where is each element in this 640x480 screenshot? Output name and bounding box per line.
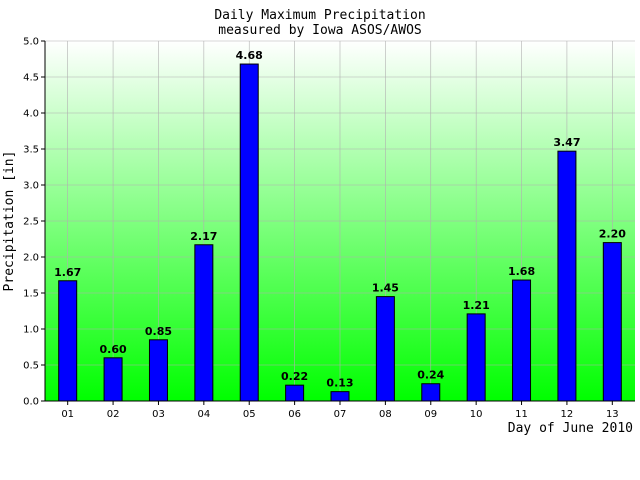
y-axis-ticks: 0.0 0.5 1.0 1.5 2.0 2.5 3.0 3.5 4.0 4.5 5.0	[23, 37, 45, 408]
grid-lines	[45, 40, 635, 402]
y-tick-label: 3.0	[23, 181, 39, 192]
chart-subtitle: measured by Iowa ASOS/AWOS	[218, 23, 422, 38]
x-tick-label: 08	[379, 409, 392, 420]
y-tick-label: 0.0	[23, 397, 39, 408]
bar-04	[194, 244, 214, 402]
data-label-10: 1.21	[463, 299, 490, 312]
bar-06	[285, 384, 305, 402]
bar-11	[512, 279, 532, 402]
bar-09	[421, 383, 441, 402]
x-tick-label: 07	[334, 409, 347, 420]
bar-12	[557, 150, 577, 402]
x-tick-label: 12	[561, 409, 574, 420]
y-tick-label: 5.0	[23, 37, 39, 48]
data-label-05: 4.68	[236, 49, 263, 62]
x-tick-label: 10	[470, 409, 483, 420]
x-tick-label: 01	[61, 409, 74, 420]
x-tick-label: 03	[152, 409, 165, 420]
x-tick-label: 05	[243, 409, 256, 420]
bar-13	[602, 242, 622, 402]
bar-01	[58, 280, 78, 402]
data-labels: 1.67 0.60 0.85 2.17 4.68 0.22 0.13 1.45 0.24 1.21…	[54, 49, 626, 390]
y-axis-title: Precipitation [in]	[2, 151, 17, 292]
data-label-12: 3.47	[553, 136, 580, 149]
bar-07	[330, 391, 350, 402]
y-tick-label: 2.5	[23, 217, 39, 228]
x-axis-title: Day of June 2010	[508, 421, 633, 436]
data-label-07: 0.13	[326, 377, 353, 390]
bar-08	[375, 296, 395, 402]
chart-title: Daily Maximum Precipitation	[214, 8, 425, 23]
data-label-13: 2.20	[599, 228, 626, 241]
data-label-02: 0.60	[100, 343, 127, 356]
data-label-11: 1.68	[508, 265, 535, 278]
data-label-03: 0.85	[145, 325, 172, 338]
y-tick-label: 3.5	[23, 145, 39, 156]
x-axis-ticks: 01 02 03 04 05 06 07 08 09 10 11 12 13	[61, 401, 619, 420]
data-label-06: 0.22	[281, 370, 308, 383]
y-tick-label: 1.5	[23, 289, 39, 300]
x-tick-label: 02	[107, 409, 120, 420]
data-label-08: 1.45	[372, 282, 399, 295]
bar-10	[466, 313, 486, 402]
x-tick-label: 11	[515, 409, 528, 420]
x-tick-label: 06	[288, 409, 301, 420]
bar-02	[103, 357, 123, 402]
x-tick-label: 04	[197, 409, 210, 420]
data-label-09: 0.24	[417, 369, 444, 382]
data-label-01: 1.67	[54, 266, 81, 279]
data-label-04: 2.17	[190, 230, 217, 243]
y-tick-label: 0.5	[23, 361, 39, 372]
y-tick-label: 4.0	[23, 109, 39, 120]
y-tick-label: 1.0	[23, 325, 39, 336]
bar-03	[148, 339, 168, 402]
y-tick-label: 2.0	[23, 253, 39, 264]
y-tick-label: 4.5	[23, 73, 39, 84]
x-tick-label: 13	[606, 409, 619, 420]
bar-05	[239, 63, 259, 402]
x-tick-label: 09	[424, 409, 437, 420]
